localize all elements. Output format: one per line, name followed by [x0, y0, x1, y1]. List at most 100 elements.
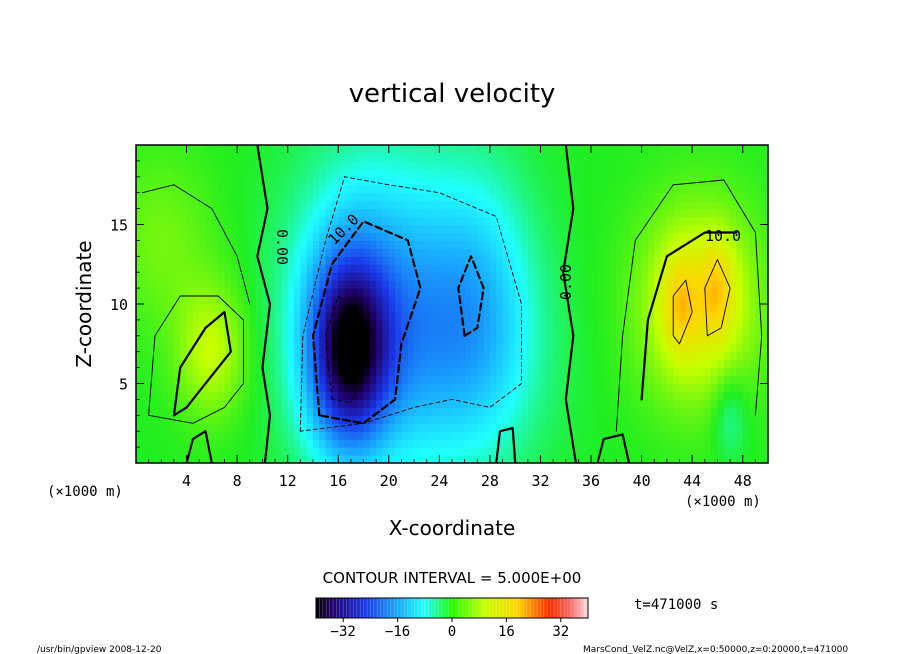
heatmap-cell [603, 343, 611, 353]
heatmap-cell [666, 447, 674, 456]
heatmap-cell [148, 296, 156, 305]
heatmap-cell [319, 343, 327, 353]
heatmap-cell [420, 184, 428, 194]
heatmap-cell [237, 240, 245, 249]
heatmap-cell [287, 375, 295, 385]
heatmap-cell [723, 272, 731, 281]
heatmap-cell [679, 319, 687, 329]
heatmap-cell [420, 208, 428, 218]
heatmap-cell [161, 423, 169, 432]
heatmap-cell [344, 176, 352, 186]
heatmap-cell [635, 296, 643, 305]
heatmap-cell [350, 351, 358, 361]
heatmap-cell [249, 184, 257, 194]
heatmap-cell [281, 423, 289, 432]
heatmap-cell [515, 152, 523, 162]
heatmap-cell [628, 351, 636, 361]
heatmap-cell [148, 248, 156, 257]
heatmap-cell [205, 288, 213, 297]
heatmap-cell [338, 208, 346, 218]
heatmap-cell [287, 168, 295, 178]
heatmap-cell [515, 288, 523, 297]
heatmap-cell [331, 168, 339, 178]
heatmap-cell [704, 232, 712, 241]
heatmap-cell [470, 296, 478, 305]
heatmap-cell [452, 184, 459, 194]
heatmap-cell [502, 176, 510, 186]
heatmap-cell [382, 264, 390, 273]
heatmap-cell [414, 327, 421, 337]
x-tick-label: 36 [582, 472, 600, 490]
heatmap-cell [572, 407, 579, 416]
heatmap-cell [660, 455, 668, 463]
heatmap-cell [527, 335, 535, 345]
heatmap-cell [331, 335, 339, 345]
heatmap-cell [256, 192, 263, 202]
heatmap-cell [610, 351, 617, 361]
heatmap-cell [515, 200, 523, 210]
heatmap-cell [243, 407, 251, 416]
heatmap-cell [325, 272, 333, 281]
heatmap-cell [300, 280, 308, 289]
heatmap-cell [572, 383, 579, 393]
heatmap-cell [496, 192, 504, 202]
heatmap-cell [300, 208, 308, 218]
contour-line [457, 255, 485, 337]
heatmap-cell [711, 311, 719, 321]
heatmap-cell [331, 192, 339, 202]
heatmap-cell [679, 200, 687, 210]
heatmap-cell [572, 152, 579, 162]
heatmap-cell [679, 327, 687, 337]
heatmap-cell [414, 415, 421, 424]
heatmap-cell [420, 383, 428, 393]
heatmap-cell [243, 232, 251, 241]
heatmap-cell [306, 248, 314, 257]
heatmap-cell [268, 335, 276, 345]
heatmap-cell [294, 343, 301, 353]
heatmap-cell [483, 335, 491, 345]
heatmap-cell [243, 439, 251, 448]
heatmap-cell [742, 359, 750, 369]
heatmap-cell [647, 335, 655, 345]
heatmap-cell [388, 439, 396, 448]
heatmap-cell [464, 399, 472, 408]
heatmap-cell [685, 327, 693, 337]
heatmap-cell [148, 455, 156, 463]
heatmap-cell [426, 264, 434, 273]
heatmap-cell [445, 280, 453, 289]
heatmap-cell [331, 216, 339, 226]
heatmap-cell [603, 280, 611, 289]
heatmap-cell [199, 296, 207, 305]
heatmap-cell [338, 391, 346, 400]
heatmap-cell [281, 415, 289, 424]
heatmap-cell [483, 248, 491, 257]
heatmap-cell [527, 423, 535, 432]
heatmap-cell [439, 232, 447, 241]
heatmap-cell [584, 240, 592, 249]
heatmap-cell [369, 192, 377, 202]
heatmap-cell [180, 391, 188, 400]
heatmap-cell [673, 415, 681, 424]
heatmap-cell [622, 264, 630, 273]
heatmap-cell [761, 327, 768, 337]
heatmap-cell [407, 256, 415, 265]
heatmap-cell [723, 327, 731, 337]
heatmap-cell [414, 192, 421, 202]
heatmap-cell [628, 232, 636, 241]
heatmap-cell [534, 391, 542, 400]
heatmap-cell [572, 423, 579, 432]
heatmap-cell [211, 296, 219, 305]
heatmap-cell [363, 351, 371, 361]
heatmap-cell [717, 288, 725, 297]
heatmap-cell [464, 232, 472, 241]
heatmap-cell [319, 415, 327, 424]
heatmap-cell [186, 184, 194, 194]
heatmap-cell [628, 383, 636, 393]
heatmap-cell [452, 343, 459, 353]
heatmap-cell [673, 200, 681, 210]
heatmap-cell [591, 248, 598, 257]
heatmap-cell [559, 248, 567, 257]
heatmap-cell [679, 304, 687, 313]
heatmap-cell [256, 311, 263, 321]
heatmap-cell [679, 343, 687, 353]
